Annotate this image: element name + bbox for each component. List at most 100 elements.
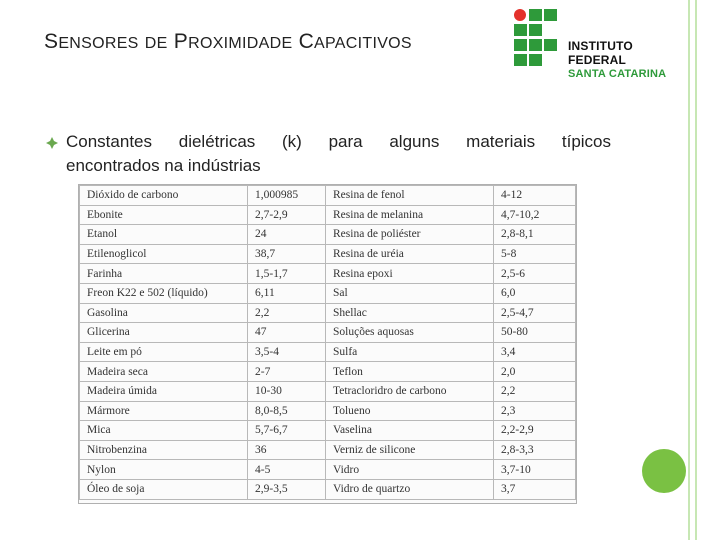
material-name-cell: Sulfa — [325, 341, 494, 363]
logo-grid-icon — [514, 9, 557, 66]
table-row: Mármore 8,0-8,5 Tolueno 2,3 — [79, 400, 576, 422]
table-row: Leite em pó 3,5-4 Sulfa 3,4 — [79, 341, 576, 363]
table-row: Óleo de soja 2,9-3,5 Vidro de quartzo 3,7 — [79, 478, 576, 500]
slide-title: SENSORES DE PROXIMIDADE CAPACITIVOS — [44, 30, 412, 54]
material-name-cell: Verniz de silicone — [325, 439, 494, 461]
dielectric-value-cell: 2,2 — [247, 302, 326, 324]
decorative-circle — [642, 449, 686, 493]
material-name-cell: Resina de poliéster — [325, 224, 494, 245]
title-c: C — [298, 30, 315, 53]
dielectric-value-cell: 3,7 — [493, 478, 576, 500]
dielectric-value-cell: 3,5-4 — [247, 341, 326, 363]
material-name-cell: Resina de fenol — [325, 185, 494, 206]
material-name-cell: Shellac — [325, 302, 494, 324]
dielectric-value-cell: 4-12 — [493, 185, 576, 206]
table-row: Etilenoglicol 38,7 Resina de uréia 5-8 — [79, 243, 576, 265]
dielectric-table: Dióxido de carbono 1,000985 Resina de feno… — [78, 184, 577, 504]
logo-line-1: INSTITUTO FEDERAL — [568, 39, 633, 67]
dielectric-value-cell: 36 — [247, 439, 326, 461]
material-name-cell: Freon K22 e 502 (líquido) — [79, 282, 248, 304]
dielectric-value-cell: 8,0-8,5 — [247, 400, 326, 422]
material-name-cell: Vidro — [325, 459, 494, 480]
table-row: Ebonite 2,7-2,9 Resina de melanina 4,7-10,2 — [79, 204, 576, 226]
dielectric-value-cell: 2,8-3,3 — [493, 439, 576, 461]
material-name-cell: Ebonite — [79, 204, 248, 226]
dielectric-value-cell: 2,3 — [493, 400, 576, 422]
material-name-cell: Gasolina — [79, 302, 248, 324]
dielectric-value-cell: 1,000985 — [247, 185, 326, 206]
dielectric-value-cell: 6,11 — [247, 282, 326, 304]
material-name-cell: Madeira úmida — [79, 380, 248, 402]
table-row: Nylon 4-5 Vidro 3,7-10 — [79, 459, 576, 480]
material-name-cell: Mica — [79, 420, 248, 441]
material-name-cell: Glicerina — [79, 322, 248, 343]
table-row: Gasolina 2,2 Shellac 2,5-4,7 — [79, 302, 576, 324]
dielectric-value-cell: 2-7 — [247, 361, 326, 382]
material-name-cell: Madeira seca — [79, 361, 248, 382]
material-name-cell: Resina de uréia — [325, 243, 494, 265]
dielectric-value-cell: 4,7-10,2 — [493, 204, 576, 226]
table-row: Madeira seca 2-7 Teflon 2,0 — [79, 361, 576, 382]
title-s: S — [44, 30, 59, 53]
dielectric-value-cell: 5,7-6,7 — [247, 420, 326, 441]
material-name-cell: Nitrobenzina — [79, 439, 248, 461]
material-name-cell: Farinha — [79, 263, 248, 284]
title-ensores: ENSORES — [58, 35, 139, 52]
title-apacitivos: APACITIVOS — [314, 35, 412, 52]
dielectric-value-cell: 47 — [247, 322, 326, 343]
title-roximidade: ROXIMIDADE — [188, 35, 293, 52]
dielectric-value-cell: 3,4 — [493, 341, 576, 363]
dielectric-value-cell: 2,5-4,7 — [493, 302, 576, 324]
dielectric-value-cell: 5-8 — [493, 243, 576, 265]
table-row: Etanol 24 Resina de poliéster 2,8-8,1 — [79, 224, 576, 245]
table-row: Freon K22 e 502 (líquido) 6,11 Sal 6,0 — [79, 282, 576, 304]
material-name-cell: Tetracloridro de carbono — [325, 380, 494, 402]
table-row: Nitrobenzina 36 Verniz de silicone 2,8-3,3 — [79, 439, 576, 461]
material-name-cell: Vaselina — [325, 420, 494, 441]
logo-text: INSTITUTO FEDERAL SANTA CATARINA — [568, 39, 692, 80]
material-name-cell: Sal — [325, 282, 494, 304]
bullet-text: Constantes dielétricas (k) para alguns m… — [66, 130, 611, 178]
material-name-cell: Óleo de soja — [79, 478, 248, 500]
decorative-border-lines — [688, 0, 697, 540]
table-row: Madeira úmida 10-30 Tetracloridro de carbo… — [79, 380, 576, 402]
title-p: P — [173, 30, 189, 53]
dielectric-value-cell: 2,8-8,1 — [493, 224, 576, 245]
diamond-bullet-icon — [46, 137, 58, 149]
dielectric-value-cell: 2,5-6 — [493, 263, 576, 284]
dielectric-value-cell: 3,7-10 — [493, 459, 576, 480]
material-name-cell: Vidro de quartzo — [325, 478, 494, 500]
material-name-cell: Tolueno — [325, 400, 494, 422]
dielectric-value-cell: 6,0 — [493, 282, 576, 304]
institution-logo: INSTITUTO FEDERAL SANTA CATARINA — [512, 8, 692, 80]
dielectric-value-cell: 2,2-2,9 — [493, 420, 576, 441]
table-row: Farinha 1,5-1,7 Resina epoxi 2,5-6 — [79, 263, 576, 284]
dielectric-value-cell: 38,7 — [247, 243, 326, 265]
dielectric-value-cell: 2,2 — [493, 380, 576, 402]
material-name-cell: Etanol — [79, 224, 248, 245]
dielectric-value-cell: 4-5 — [247, 459, 326, 480]
bullet-line-2: encontrados na indústrias — [66, 156, 261, 175]
dielectric-value-cell: 2,9-3,5 — [247, 478, 326, 500]
logo-line-2: SANTA CATARINA — [568, 68, 667, 80]
dielectric-value-cell: 2,0 — [493, 361, 576, 382]
dielectric-value-cell: 2,7-2,9 — [247, 204, 326, 226]
dielectric-table-grid: Dióxido de carbono 1,000985 Resina de feno… — [79, 185, 576, 500]
material-name-cell: Resina epoxi — [325, 263, 494, 284]
dielectric-value-cell: 10-30 — [247, 380, 326, 402]
material-name-cell: Leite em pó — [79, 341, 248, 363]
table-row: Dióxido de carbono 1,000985 Resina de feno… — [79, 185, 576, 206]
material-name-cell: Soluções aquosas — [325, 322, 494, 343]
material-name-cell: Resina de melanina — [325, 204, 494, 226]
material-name-cell: Etilenoglicol — [79, 243, 248, 265]
dielectric-value-cell: 24 — [247, 224, 326, 245]
title-d: D — [144, 35, 157, 52]
material-name-cell: Mármore — [79, 400, 248, 422]
table-row: Mica 5,7-6,7 Vaselina 2,2-2,9 — [79, 420, 576, 441]
dielectric-value-cell: 50-80 — [493, 322, 576, 343]
material-name-cell: Nylon — [79, 459, 248, 480]
table-row: Glicerina 47 Soluções aquosas 50-80 — [79, 322, 576, 343]
title-e: E — [156, 35, 168, 52]
dielectric-value-cell: 1,5-1,7 — [247, 263, 326, 284]
material-name-cell: Teflon — [325, 361, 494, 382]
